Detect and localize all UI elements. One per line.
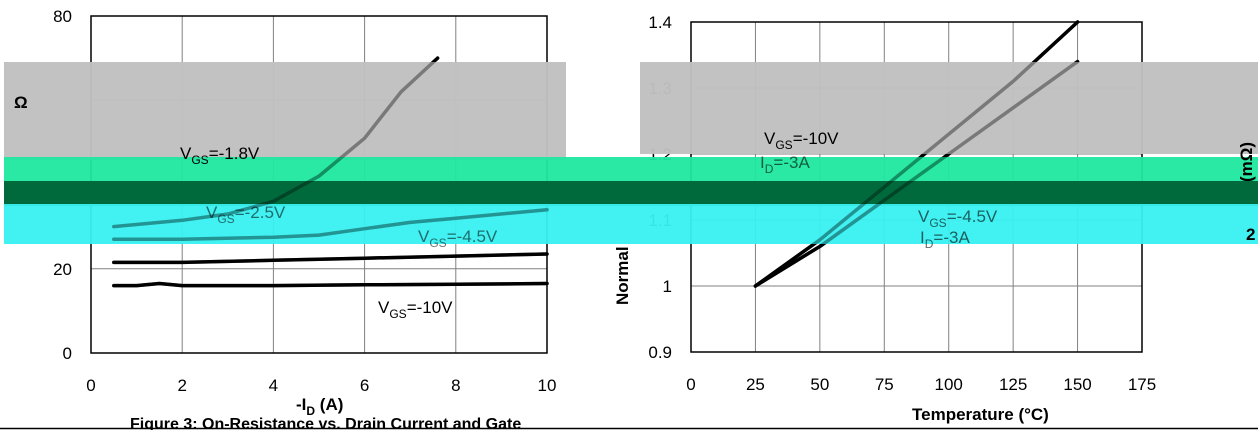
left-anno-vgs-4p5: VGS=-4.5V <box>418 227 498 250</box>
right-x-tick-label: 75 <box>875 375 894 394</box>
right-secondary-axis-label: (mΩ) <box>1237 142 1256 182</box>
green-band <box>4 157 1258 183</box>
left-x-tick-label: 10 <box>538 376 557 395</box>
left-x-tick-label: 2 <box>177 376 186 395</box>
left-y-tick-label: 0 <box>63 344 72 363</box>
left-series-line-3 <box>112 252 549 265</box>
left-series-line-1-top <box>112 56 440 229</box>
grey-band-right <box>640 62 1258 154</box>
left-x-tick-label: 6 <box>360 376 369 395</box>
right-anno-vgs-10: VGS=-10V <box>764 129 839 152</box>
left-anno-vgs-10: VGS=-10V <box>378 298 453 321</box>
dark-green-band <box>4 181 1258 206</box>
right-anno-id-3a-1: ID=-3A <box>760 153 810 176</box>
right-x-tick-label: 175 <box>1128 375 1156 394</box>
right-series-line-1-top <box>753 20 1080 288</box>
right-x-tick-labels: 0 25 50 75 100 125 150 175 <box>686 375 1156 394</box>
right-x-tick-label: 100 <box>935 375 963 394</box>
right-y-tick-label: 1 <box>663 277 672 296</box>
left-x-tick-label: 4 <box>269 376 278 395</box>
left-series-lines-over-bands <box>112 56 549 288</box>
right-x-tick-label: 25 <box>746 375 765 394</box>
grey-band-left <box>4 62 566 160</box>
right-x-tick-label: 0 <box>686 375 695 394</box>
right-anno-id-3a-2: ID=-3A <box>920 228 970 251</box>
right-series-lines-over-bands <box>753 20 1080 288</box>
left-anno-vgs-1p8: VGS=-1.8V <box>180 144 260 167</box>
left-series-line-4 <box>112 281 549 288</box>
right-series-line-2-top <box>753 59 1080 288</box>
left-x-tick-label: 8 <box>451 376 460 395</box>
left-y-tick-labels: 0 20 80 <box>53 7 72 363</box>
right-x-tick-label: 125 <box>999 375 1027 394</box>
right-y-tick-label: 0.9 <box>648 343 672 362</box>
left-series-line-3-top <box>112 252 549 265</box>
right-y-axis-label: Normal <box>613 246 632 305</box>
left-y-tick-label: 20 <box>53 260 72 279</box>
right-x-tick-label: 50 <box>810 375 829 394</box>
left-y-axis-label: Ω <box>14 93 28 112</box>
cyan-band <box>4 204 1258 244</box>
right-x-axis-label: Temperature (°C) <box>912 405 1049 424</box>
overlay-bands <box>4 20 1258 288</box>
left-series-line-4-top <box>112 281 549 288</box>
left-series-line-2-top <box>112 208 549 242</box>
left-anno-vgs-2p5: VGS=-2.5V <box>206 203 286 226</box>
left-x-tick-labels: 0 2 4 6 8 10 <box>86 376 556 395</box>
left-x-axis-label: -ID (A) <box>296 395 343 418</box>
right-secondary-axis-tick: 2 <box>1246 225 1255 244</box>
right-y-tick-label: 1.4 <box>648 13 672 32</box>
left-x-tick-label: 0 <box>86 376 95 395</box>
right-x-tick-label: 150 <box>1063 375 1091 394</box>
right-anno-vgs-4p5: VGS=-4.5V <box>918 207 998 230</box>
left-y-tick-label: 80 <box>53 7 72 26</box>
figure-caption: Figure 3: On-Resistance vs. Drain Curren… <box>130 416 521 430</box>
